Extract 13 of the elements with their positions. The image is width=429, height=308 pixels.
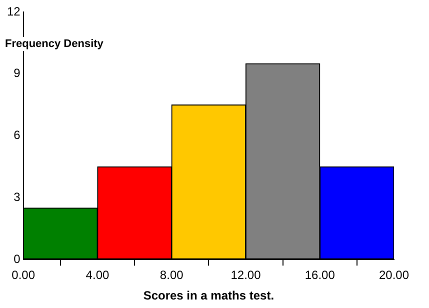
y-tick-label: 6	[14, 128, 21, 142]
y-axis-title: Frequency Density	[5, 38, 104, 50]
x-tick-label: 0.00	[12, 268, 36, 282]
x-tick-label: 12.00	[230, 268, 262, 282]
y-tick-label: 3	[14, 190, 21, 204]
x-tick-label: 4.00	[86, 268, 110, 282]
x-tick-label: 8.00	[160, 268, 184, 282]
x-tick-label: 20.00	[378, 268, 410, 282]
x-axis-title: Scores in a maths test.	[143, 288, 274, 302]
y-tick-label: 12	[6, 4, 21, 18]
x-tick-label: 16.00	[304, 268, 336, 282]
y-tick-label: 0	[14, 252, 21, 266]
y-tick-label: 9	[14, 66, 21, 80]
